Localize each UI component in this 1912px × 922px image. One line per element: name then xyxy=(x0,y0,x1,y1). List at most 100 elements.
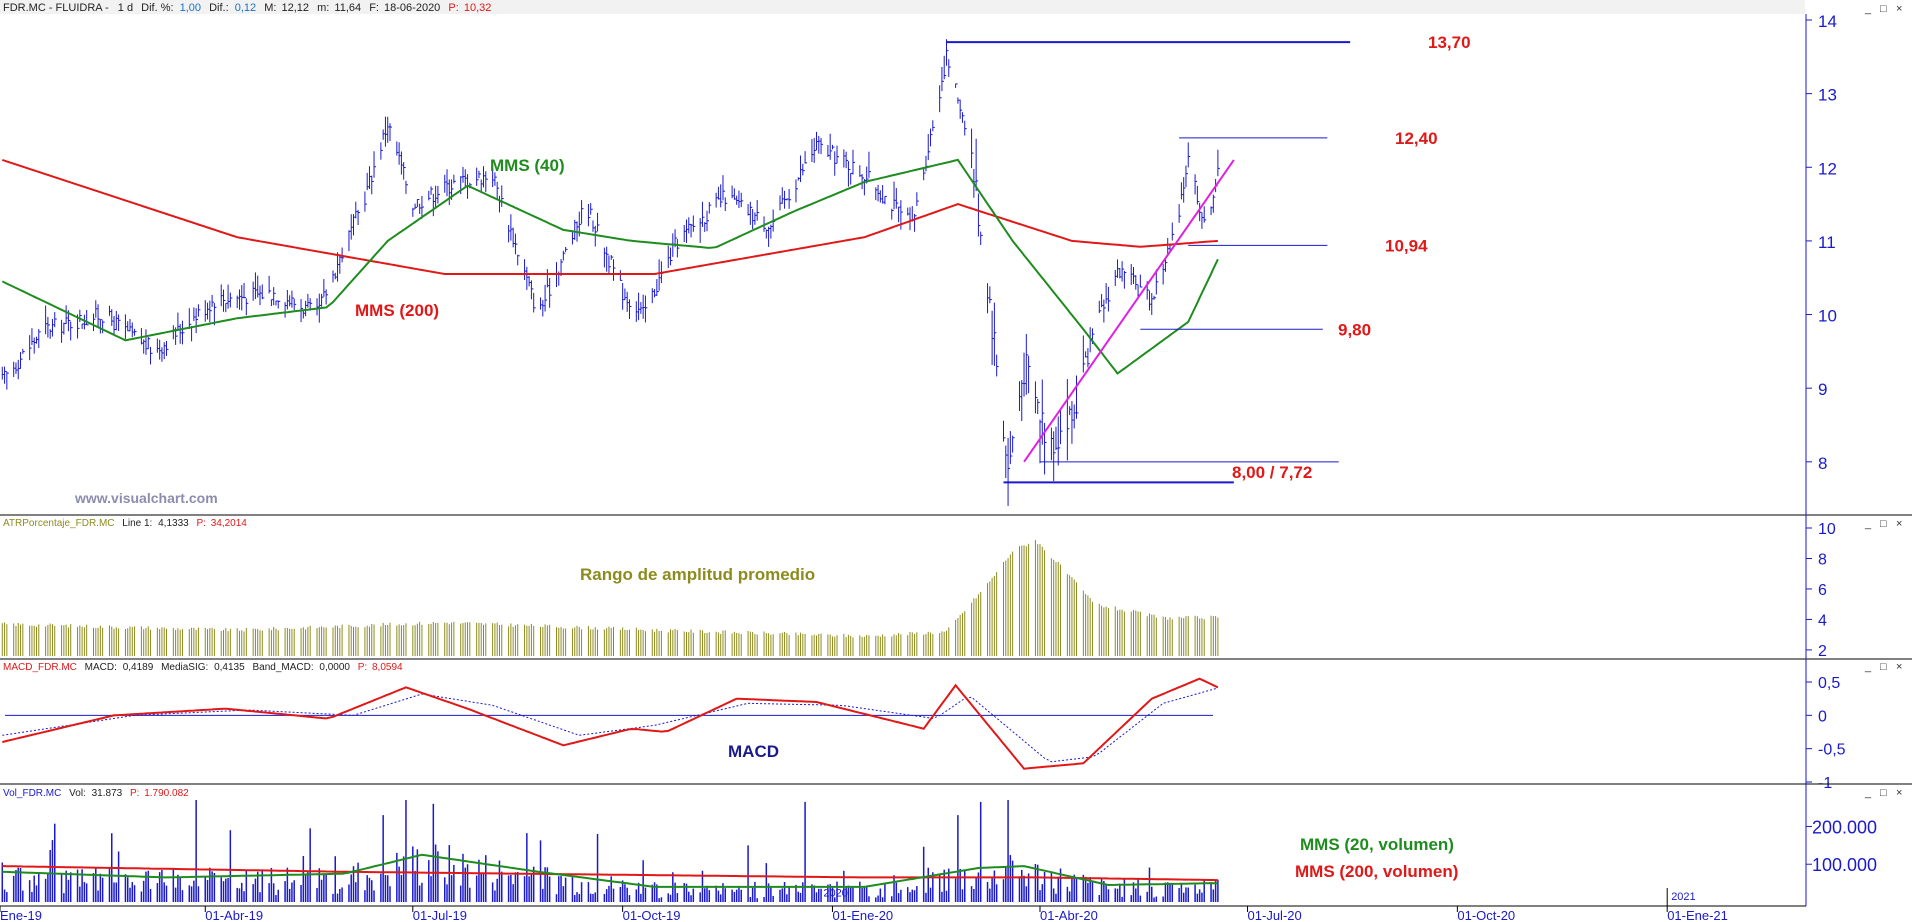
price-bar xyxy=(731,185,735,199)
price-bar xyxy=(416,199,420,208)
y-tick-label: 12 xyxy=(1818,159,1837,178)
price-bar xyxy=(800,155,803,183)
minimize-icon[interactable]: _ xyxy=(1864,518,1872,530)
price-bar xyxy=(1021,380,1024,422)
price-bar xyxy=(1,366,5,380)
minimize-icon[interactable]: _ xyxy=(1864,787,1872,799)
volume-label: Vol: xyxy=(69,788,86,799)
price-bar xyxy=(581,200,584,224)
price-bar xyxy=(1119,268,1122,279)
atr-panel: ATRPorcentaje_FDR.MC Line 1: 4,1333 P: 3… xyxy=(1,518,1836,660)
y-tick-label: 2 xyxy=(1818,643,1827,660)
price-bar xyxy=(382,129,386,140)
svg-text:ATRPorcentaje_FDR.MC Lin: ATRPorcentaje_FDR.MC Line 1: 4,1333 P: 3… xyxy=(3,518,247,529)
price-bar xyxy=(1153,295,1157,300)
close-icon[interactable]: × xyxy=(1896,787,1902,799)
price-bar xyxy=(638,292,641,321)
price-bar xyxy=(740,192,744,208)
price-bar xyxy=(784,190,787,209)
price-bar xyxy=(656,279,659,296)
x-tick-label: 01-Oct-20 xyxy=(1457,908,1515,922)
price-bar xyxy=(765,229,769,239)
price-bar xyxy=(528,275,532,287)
price-bar xyxy=(1071,401,1074,444)
price-bar xyxy=(722,175,725,201)
price-bar xyxy=(124,314,128,339)
price-bar xyxy=(879,190,883,203)
price-bar xyxy=(223,289,226,312)
price-bar xyxy=(357,209,361,226)
maximize-icon[interactable]: □ xyxy=(1880,3,1887,15)
x-tick-label: 01-Jul-20 xyxy=(1248,908,1302,922)
price-bar xyxy=(321,293,324,307)
price-bar xyxy=(289,295,292,307)
close-icon[interactable]: × xyxy=(1896,3,1902,15)
price-bar xyxy=(1073,404,1077,429)
price-bar xyxy=(47,316,50,338)
price-bar xyxy=(644,295,648,323)
price-bar xyxy=(590,203,593,215)
window-controls-price: _ □ × xyxy=(1864,3,1902,15)
price-bar xyxy=(815,131,819,151)
price-bar xyxy=(724,197,728,212)
price-bar xyxy=(850,172,853,185)
macd-sig-value: 0,4135 xyxy=(214,662,245,673)
price-bar xyxy=(829,133,833,160)
price-bar xyxy=(1012,435,1015,453)
price-bar xyxy=(143,339,146,354)
minimize-icon[interactable]: _ xyxy=(1864,3,1872,15)
price-bar xyxy=(61,319,64,343)
price-bar xyxy=(1117,259,1120,278)
price-bar xyxy=(227,284,231,309)
price-bar xyxy=(368,166,372,190)
price-bar xyxy=(831,144,835,150)
price-bar xyxy=(512,227,516,248)
price-bar xyxy=(33,337,37,354)
price-bar xyxy=(1123,270,1127,289)
price-bar xyxy=(396,141,399,156)
close-icon[interactable]: × xyxy=(1896,661,1902,673)
price-bar xyxy=(419,203,422,214)
price-bar xyxy=(957,97,960,104)
price-bar xyxy=(430,186,434,195)
price-bar xyxy=(93,313,96,332)
minimize-icon[interactable]: _ xyxy=(1864,661,1872,673)
price-bar xyxy=(129,319,132,332)
price-bar xyxy=(478,170,481,179)
y-tick-label: 100.000 xyxy=(1812,855,1877,875)
price-bar xyxy=(715,192,719,208)
volume-ma20-line xyxy=(2,853,1218,888)
price-bar xyxy=(891,208,894,220)
price-bar xyxy=(211,294,215,307)
price-bar xyxy=(108,305,112,316)
maximize-icon[interactable]: □ xyxy=(1880,787,1887,799)
price-bar xyxy=(1098,300,1102,314)
price-bar xyxy=(432,193,436,217)
price-bar xyxy=(163,342,167,360)
macd-value: 0,4189 xyxy=(123,662,154,673)
price-bar xyxy=(4,366,7,384)
maximize-icon[interactable]: □ xyxy=(1880,518,1887,530)
price-bar xyxy=(907,207,910,216)
price-bar xyxy=(79,309,82,323)
price-bar xyxy=(1060,409,1063,445)
price-bar xyxy=(571,231,575,245)
y-tick-label: 9 xyxy=(1818,380,1827,399)
price-bar xyxy=(225,302,228,313)
x-tick-label: 01-Ene-20 xyxy=(832,908,893,922)
price-bar xyxy=(530,280,534,300)
close-icon[interactable]: × xyxy=(1896,518,1902,530)
price-bar xyxy=(587,203,591,227)
price-bar xyxy=(111,309,114,326)
header-dif-pct-label: Dif. %: xyxy=(141,2,173,14)
price-bar xyxy=(1171,222,1175,241)
price-bar xyxy=(51,318,55,337)
level-label: 9,80 xyxy=(1338,320,1371,339)
price-bar xyxy=(1039,419,1042,464)
price-bar xyxy=(1082,335,1086,373)
price-bar xyxy=(325,289,329,305)
price-bar xyxy=(485,171,488,193)
maximize-icon[interactable]: □ xyxy=(1880,661,1887,673)
price-bar xyxy=(337,252,340,282)
price-bar xyxy=(1050,427,1054,461)
